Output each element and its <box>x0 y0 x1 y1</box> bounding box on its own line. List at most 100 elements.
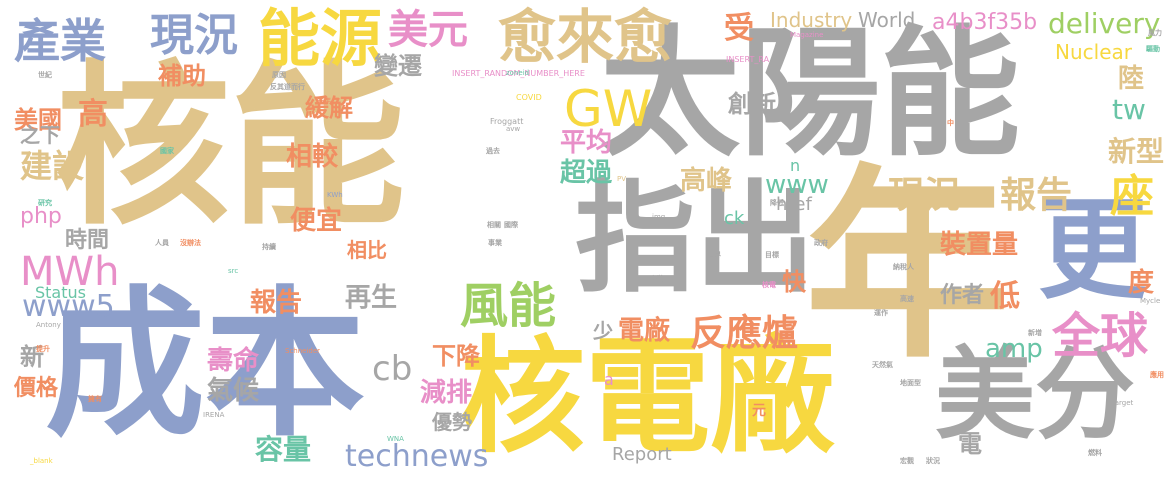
word-a4b3f35b: a4b3f35b <box>932 10 1038 35</box>
word-gao: 高 <box>78 97 108 132</box>
word-world: World <box>858 8 916 32</box>
word-technews: technews <box>345 439 489 474</box>
word-pingjun: 平均 <box>560 128 613 158</box>
word-jiage: 價格 <box>14 376 59 401</box>
word-shiji: 世紀 <box>38 71 52 79</box>
word-fanyinglu: 反應爐 <box>690 313 799 354</box>
word-di: 低 <box>990 279 1020 314</box>
word-xinxing: 新型 <box>1108 135 1165 168</box>
word-img: img <box>652 213 666 221</box>
word-meifen: 美分 <box>935 336 1135 453</box>
word-fanqidao: 反其道而行 <box>270 83 305 91</box>
word-youshi: 優勢 <box>432 410 472 434</box>
word-meiguo: 美國 <box>14 106 62 134</box>
word-gw: GW <box>564 80 653 138</box>
word-fengneng: 風能 <box>460 278 557 334</box>
word-amp: amp <box>985 334 1043 364</box>
word-shou: 受 <box>724 11 754 46</box>
word-qihou: 氣候 <box>207 376 260 406</box>
word-src: src <box>228 267 239 275</box>
word-guojia: 國家 <box>160 147 174 155</box>
word-geng: 更 <box>1038 186 1148 314</box>
word-cb: cb <box>372 349 413 389</box>
word-yunzuo: 運作 <box>874 309 888 317</box>
word-magazine: Magazine <box>790 31 824 39</box>
word-meibanfa: 沒辦法 <box>180 239 201 247</box>
word-rongliang: 容量 <box>255 433 312 466</box>
word-www5: www5 <box>22 289 115 324</box>
word-chaoguo: 超過 <box>560 158 613 188</box>
word-industry: Industry <box>770 8 853 32</box>
word-n: n <box>790 156 801 175</box>
word-zuo: 座 <box>1110 171 1154 222</box>
word-yuan: 元 <box>752 403 766 419</box>
word-shao: 少 <box>593 319 613 343</box>
word-xiangguan: 相關 <box>487 221 501 229</box>
word-kuai: 快 <box>782 268 806 296</box>
word-xiajiang: 下降 <box>432 342 480 370</box>
word-du: 度 <box>1128 268 1155 298</box>
word-blank: _blank <box>30 457 53 465</box>
word-xiankuang-2: 現況 <box>888 175 961 216</box>
word-yongyou: 擁有 <box>88 395 102 403</box>
word-shouming: 壽命 <box>207 346 260 376</box>
word-avw: avw <box>506 125 521 133</box>
word-renyuan: 人員 <box>155 239 169 247</box>
word-pv: PV <box>617 175 627 183</box>
word-antony: Antony <box>36 321 61 329</box>
word-xiangbi: 相比 <box>347 238 387 262</box>
word-irena: IRENA <box>203 411 225 419</box>
word-xinzeng: 新增 <box>1028 329 1042 337</box>
word-php: php <box>20 204 62 229</box>
word-jianshe: 建設 <box>20 147 85 185</box>
word-a: a <box>604 370 614 389</box>
word-lu: 陸 <box>1118 64 1145 94</box>
word-chengben: 成本 <box>45 271 366 458</box>
word-jianpai: 減排 <box>420 378 473 408</box>
word-chixu: 持續 <box>262 243 276 251</box>
word-zhuangzhiliang: 裝置量 <box>940 230 1019 260</box>
word-xiankuang-1: 現況 <box>150 10 238 61</box>
word-href: href <box>776 194 812 215</box>
word-target: target <box>1112 399 1134 407</box>
word-jiangdi: 降低 <box>770 199 784 207</box>
word-delivery: delivery <box>1048 7 1161 40</box>
word-gaofeng: 高峰 <box>680 166 733 196</box>
word-chuangxin: 創新 <box>728 90 776 118</box>
word-guoqu: 過去 <box>486 147 500 155</box>
word-mwh: MWh <box>20 249 120 295</box>
word-xiangjiao: 相較 <box>286 142 339 172</box>
word-hedeneng: 核能 <box>55 46 405 249</box>
word-ck: ck <box>724 208 745 229</box>
word-covid: COVID <box>516 93 542 102</box>
word-zhixia: 之下 <box>20 123 60 147</box>
word-xin: 新 <box>20 343 44 371</box>
word-mycle: Mycle <box>1140 297 1161 305</box>
word-zhuangkuang: 狀況 <box>926 457 940 465</box>
word-status: Status <box>35 283 86 302</box>
word-report: Report <box>612 444 672 465</box>
word-insert-random: INSERT_RANDOM_NUMBER_HERE <box>452 69 585 78</box>
word-nashuiren: 納稅人 <box>893 263 914 271</box>
word-baogao-2: 報告 <box>250 288 303 318</box>
word-tisheng: 提升 <box>36 345 50 353</box>
word-yulaiyu: 愈來愈 <box>498 3 673 71</box>
word-froggatt: Froggatt <box>490 117 524 126</box>
word-hedian: 核電 <box>762 281 776 289</box>
word-nian: 年 <box>805 148 1010 386</box>
word-kwh: KWh <box>327 191 343 199</box>
word-zhichu: 指出 <box>575 170 815 309</box>
word-huanjie: 緩解 <box>305 94 353 122</box>
word-shiye: 事業 <box>488 239 502 247</box>
word-www: www <box>765 170 829 200</box>
word-nuclear: Nuclear <box>1055 40 1132 64</box>
word-qunian: 去年 <box>317 97 331 105</box>
word-gaosu: 高速 <box>900 295 914 303</box>
word-dian: 電 <box>958 430 982 458</box>
word-yuanyin: 原因 <box>272 71 286 79</box>
word-buzhu: 補助 <box>158 62 206 90</box>
word-tw: tw <box>1112 93 1146 126</box>
word-shijian: 時間 <box>65 228 110 253</box>
word-fengli: 風力 <box>1148 29 1162 37</box>
word-mubiao: 目標 <box>765 251 779 259</box>
